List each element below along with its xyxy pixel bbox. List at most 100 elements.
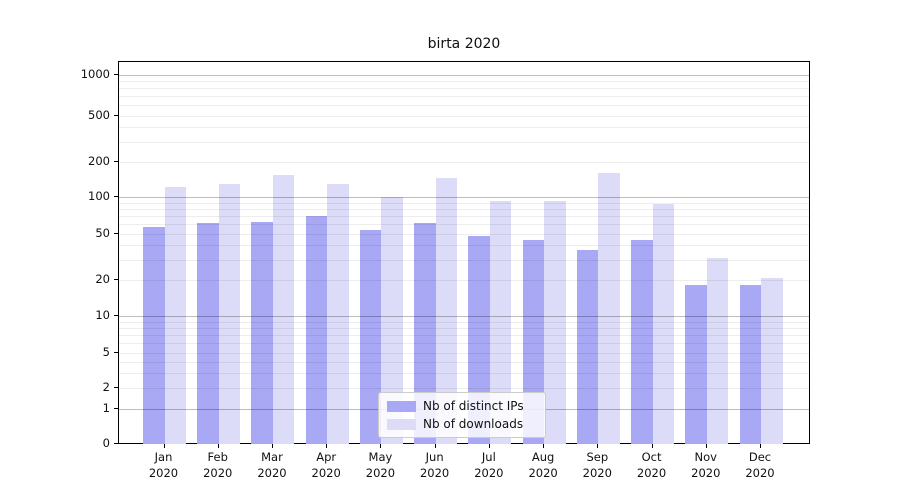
legend: Nb of distinct IPs Nb of downloads [378, 392, 546, 438]
bar-distinct-ips-oct [631, 240, 653, 444]
gridline-minor-50 [119, 234, 809, 235]
gridline-minor-500 [119, 116, 809, 117]
plot-area [118, 61, 810, 444]
y-tick-200 [114, 161, 118, 162]
x-tick-label-apr: Apr 2020 [311, 450, 341, 480]
bar-distinct-ips-sep [576, 250, 599, 444]
legend-swatch-downloads [387, 418, 416, 430]
legend-label-downloads: Nb of downloads [423, 417, 524, 431]
gridline-minor-900 [119, 81, 809, 83]
y-tick-1 [114, 408, 118, 409]
x-tick-label-sep: Sep 2020 [582, 450, 612, 480]
x-tick-label-feb: Feb 2020 [203, 450, 233, 480]
x-tick-aug [543, 444, 545, 448]
gridline-minor-90 [119, 202, 809, 204]
bar-downloads-jan [164, 186, 186, 444]
bar-distinct-ips-nov [685, 285, 707, 444]
gridline-minor-6 [119, 343, 809, 345]
gridline-major-100 [119, 197, 809, 198]
x-tick-jun [434, 444, 436, 448]
bar-downloads-mar [272, 174, 295, 444]
gridline-minor-4 [119, 361, 809, 363]
bar-downloads-apr [327, 183, 349, 444]
x-tick-label-dec: Dec 2020 [745, 450, 775, 480]
y-tick-2 [114, 387, 118, 388]
bar-downloads-sep [598, 173, 620, 444]
y-tick-500 [114, 115, 118, 116]
y-tick-label-1: 1 [102, 401, 110, 415]
y-tick-1000 [114, 74, 118, 75]
bar-distinct-ips-may [359, 229, 382, 444]
x-tick-may [380, 444, 382, 448]
y-tick-label-500: 500 [88, 108, 110, 122]
bar-distinct-ips-apr [305, 216, 328, 444]
gridline-major-1000 [119, 75, 809, 76]
x-tick-dec [760, 444, 761, 448]
gridline-minor-200 [119, 162, 809, 163]
y-tick-20 [114, 279, 118, 280]
legend-item-downloads: Nb of downloads [387, 415, 545, 433]
chart-title: birta 2020 [427, 36, 501, 52]
x-tick-oct [651, 444, 653, 448]
x-tick-jan [163, 444, 165, 448]
gridline-minor-30 [119, 259, 809, 261]
y-tick-label-5: 5 [102, 345, 110, 359]
gridline-major-10 [119, 316, 809, 317]
gridline-minor-700 [119, 96, 809, 98]
gridline-minor-400 [119, 127, 809, 129]
y-tick-label-20: 20 [95, 272, 110, 286]
y-tick-label-100: 100 [88, 189, 110, 203]
bar-distinct-ips-jun [414, 223, 436, 444]
bar-downloads-nov [706, 257, 729, 444]
bar-distinct-ips-mar [251, 221, 273, 444]
x-tick-jul [488, 444, 490, 448]
bar-downloads-may [381, 197, 403, 444]
gridline-minor-20 [119, 280, 809, 281]
y-tick-0 [114, 443, 118, 444]
x-tick-apr [326, 444, 328, 448]
legend-label-distinct-ips: Nb of distinct IPs [423, 399, 524, 413]
bar-downloads-dec [761, 277, 783, 444]
y-tick-5 [114, 352, 118, 353]
y-tick-50 [114, 233, 118, 234]
bar-downloads-feb [218, 183, 241, 444]
gridline-minor-800 [119, 88, 809, 90]
y-tick-label-10: 10 [95, 308, 110, 322]
y-tick-label-1000: 1000 [80, 67, 110, 81]
gridline-minor-8 [119, 327, 809, 329]
bar-distinct-ips-jan [143, 227, 165, 444]
x-tick-label-may: May 2020 [365, 450, 396, 480]
gridline-minor-300 [119, 141, 809, 143]
x-tick-label-jul: Jul 2020 [474, 450, 504, 480]
x-tick-label-oct: Oct 2020 [636, 450, 667, 480]
x-tick-nov [705, 444, 707, 448]
x-tick-label-jan: Jan 2020 [148, 450, 179, 480]
y-tick-10 [114, 315, 118, 316]
gridline-minor-70 [119, 216, 809, 218]
bar-downloads-jun [435, 178, 458, 444]
x-tick-label-mar: Mar 2020 [257, 450, 287, 480]
x-tick-mar [271, 444, 273, 448]
x-tick-feb [217, 444, 219, 448]
gridline-minor-60 [119, 224, 809, 226]
x-tick-sep [597, 444, 599, 448]
y-tick-100 [114, 196, 118, 197]
gridline-minor-9 [119, 321, 809, 323]
gridline-minor-40 [119, 245, 809, 247]
y-tick-label-200: 200 [88, 154, 110, 168]
legend-swatch-distinct-ips [387, 400, 416, 412]
bar-downloads-aug [544, 200, 566, 444]
legend-item-distinct-ips: Nb of distinct IPs [387, 397, 545, 415]
gridline-minor-3 [119, 372, 809, 374]
x-tick-label-jun: Jun 2020 [419, 450, 450, 480]
x-tick-label-nov: Nov 2020 [691, 450, 721, 480]
gridline-minor-7 [119, 335, 809, 337]
bar-distinct-ips-feb [197, 223, 219, 444]
y-tick-label-0: 0 [102, 436, 110, 450]
bar-distinct-ips-dec [739, 285, 761, 444]
bar-downloads-jul [489, 200, 512, 444]
gridline-minor-2 [119, 388, 809, 389]
y-tick-label-50: 50 [95, 226, 110, 240]
x-tick-label-aug: Aug 2020 [528, 450, 558, 480]
